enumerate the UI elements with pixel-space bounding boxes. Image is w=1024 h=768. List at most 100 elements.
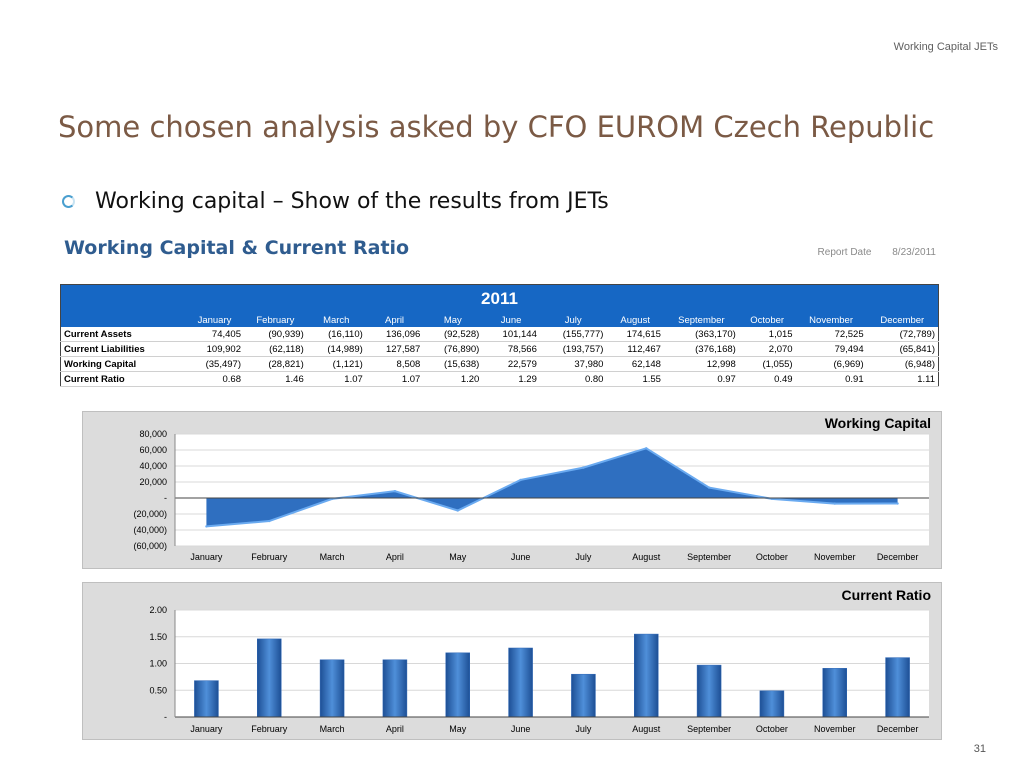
x-tick-label: April xyxy=(386,552,404,562)
bar xyxy=(508,647,533,718)
table-cell: (92,528) xyxy=(423,327,483,342)
table-cell: 112,467 xyxy=(606,341,664,357)
table-cell: 62,148 xyxy=(606,356,664,372)
data-point xyxy=(707,486,711,489)
x-tick-label: July xyxy=(575,552,592,562)
table-cell: 1.29 xyxy=(482,371,540,387)
bullet-text: Working capital – Show of the results fr… xyxy=(95,189,609,214)
bar xyxy=(382,659,408,718)
table-row: Current Ratio 0.68 1.46 1.07 1.07 1.20 1.29 0.8… xyxy=(60,371,939,387)
table-cell: 79,494 xyxy=(795,341,867,357)
bar xyxy=(319,659,345,718)
table-cell: (363,170) xyxy=(663,327,739,342)
data-point xyxy=(896,502,899,505)
table-month-header: June xyxy=(482,313,540,327)
bar xyxy=(257,638,282,718)
y-tick-label: 0.50 xyxy=(149,685,167,695)
working-capital-chart: 80,000 60,000 40,000 20,000 - (20,000) (40,000… xyxy=(82,411,942,569)
bar xyxy=(885,657,910,718)
data-point xyxy=(393,489,397,493)
bar xyxy=(571,673,596,718)
x-tick-label: May xyxy=(449,552,467,562)
table-cell: 1.11 xyxy=(866,371,939,387)
x-tick-label: December xyxy=(877,552,919,562)
table-cell: 8,508 xyxy=(365,356,424,372)
table-cell: (15,638) xyxy=(423,356,483,372)
table-cell: (65,841) xyxy=(866,341,939,357)
table-cell: 78,566 xyxy=(482,341,540,357)
table-header-blank xyxy=(60,313,185,327)
table-cell: 0.91 xyxy=(795,371,867,387)
data-point xyxy=(582,466,585,469)
y-tick-label: - xyxy=(164,712,167,722)
table-row: Current Assets 74,405 (90,939) (16,110) 136,… xyxy=(60,327,939,342)
bullet-ring-icon xyxy=(62,195,75,208)
table-cell: (155,777) xyxy=(539,327,607,342)
table-cell: 136,096 xyxy=(365,327,424,342)
x-tick-label: August xyxy=(632,724,661,734)
x-tick-label: March xyxy=(320,552,345,562)
table-cell: 0.68 xyxy=(184,371,244,387)
x-tick-label: May xyxy=(449,724,467,734)
table-cell: (28,821) xyxy=(243,356,307,372)
y-tick-label: (60,000) xyxy=(133,541,167,551)
table-cell: (72,789) xyxy=(866,327,939,342)
table-month-header: September xyxy=(663,313,739,327)
x-tick-label: January xyxy=(190,552,223,562)
x-tick-label: February xyxy=(251,552,288,562)
table-month-header: February xyxy=(243,313,307,327)
table-cell: (16,110) xyxy=(306,327,366,342)
table-cell: 0.80 xyxy=(539,371,607,387)
working-capital-chart-svg: 80,000 60,000 40,000 20,000 - (20,000) (40,000… xyxy=(133,415,931,562)
slide-title: Some chosen analysis asked by CFO EUROM … xyxy=(58,110,935,144)
table-cell: 0.49 xyxy=(738,371,796,387)
table-cell: (6,969) xyxy=(795,356,867,372)
table-row-label: Current Ratio xyxy=(60,371,185,387)
table-cell: 1.20 xyxy=(423,371,483,387)
table-cell: 2,070 xyxy=(738,341,796,357)
table-cell: (376,168) xyxy=(663,341,739,357)
y-tick-label: 1.50 xyxy=(149,632,167,642)
bar xyxy=(759,690,785,718)
table-row: Current Liabilities 109,902 (62,118) (14,98… xyxy=(60,341,939,357)
bar xyxy=(696,664,722,718)
report-date: Report Date 8/23/2011 xyxy=(800,247,936,258)
table-row-label: Current Liabilities xyxy=(60,341,185,357)
x-tick-label: September xyxy=(687,724,731,734)
table-cell: (6,948) xyxy=(866,356,939,372)
page-number: 31 xyxy=(973,743,986,755)
header-section-label: Working Capital JETs xyxy=(893,41,998,53)
x-tick-label: August xyxy=(632,552,661,562)
report-date-label: Report Date xyxy=(817,247,872,258)
bar xyxy=(822,668,847,718)
data-point xyxy=(833,502,836,505)
table-cell: 174,615 xyxy=(606,327,664,342)
table-cell: (193,757) xyxy=(539,341,607,357)
table-month-header: November xyxy=(795,313,867,327)
table-row-label: Working Capital xyxy=(60,356,185,372)
y-tick-label: 80,000 xyxy=(139,429,167,439)
table-cell: (1,121) xyxy=(306,356,366,372)
y-tick-label: 60,000 xyxy=(139,445,167,455)
bar xyxy=(194,680,219,718)
x-tick-label: April xyxy=(386,724,404,734)
x-tick-label: July xyxy=(575,724,592,734)
table-cell: 1.07 xyxy=(306,371,366,387)
table-cell: 1.55 xyxy=(606,371,664,387)
working-capital-table: 2011 January February March April May June Jul… xyxy=(60,284,939,387)
table-row-label: Current Assets xyxy=(60,327,185,342)
chart-title: Current Ratio xyxy=(842,587,931,603)
table-month-header: January xyxy=(184,313,244,327)
current-ratio-chart: 2.00 1.50 1.00 0.50 - January February March Apr… xyxy=(82,582,942,740)
area-line xyxy=(206,447,898,528)
x-tick-label: November xyxy=(814,552,856,562)
table-year: 2011 xyxy=(60,284,939,313)
data-point xyxy=(456,509,459,512)
x-tick-label: June xyxy=(511,724,531,734)
area-fill xyxy=(206,448,898,527)
table-month-header: December xyxy=(866,313,939,327)
table-cell: 1,015 xyxy=(738,327,796,342)
table-month-header: July xyxy=(539,313,607,327)
x-tick-label: March xyxy=(320,724,345,734)
table-cell: (35,497) xyxy=(184,356,244,372)
